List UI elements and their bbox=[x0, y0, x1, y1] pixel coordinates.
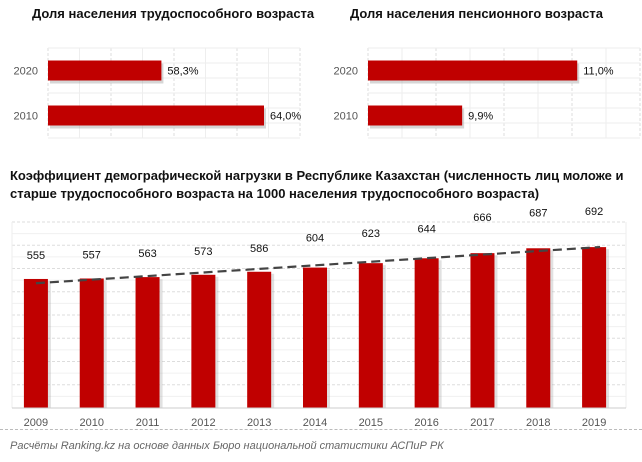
category-label: 2015 bbox=[359, 417, 383, 429]
category-label: 2016 bbox=[414, 417, 438, 429]
data-label: 64,0% bbox=[270, 111, 301, 123]
data-label: 58,3% bbox=[167, 66, 198, 78]
chart-title-working-age: Доля населения трудоспособного возраста bbox=[32, 6, 315, 21]
bar-2009 bbox=[23, 278, 48, 408]
category-label: 2018 bbox=[526, 417, 550, 429]
category-label: 2019 bbox=[582, 417, 606, 429]
category-label: 2017 bbox=[470, 417, 494, 429]
data-label: 573 bbox=[194, 246, 212, 258]
category-label: 2011 bbox=[136, 417, 160, 429]
bar-2020 bbox=[48, 60, 162, 81]
category-label: 2020 bbox=[14, 66, 38, 78]
bar-2012 bbox=[191, 274, 216, 408]
category-label: 2009 bbox=[24, 417, 48, 429]
chart-title-dependency-line2: старше трудоспособного возраста на 1000 … bbox=[10, 186, 540, 201]
bar-2013 bbox=[247, 271, 272, 408]
bar-2014 bbox=[303, 267, 327, 408]
bar-2011 bbox=[135, 277, 160, 408]
bar-2017 bbox=[470, 253, 495, 408]
data-label: 555 bbox=[27, 250, 45, 262]
chart-title-dependency-line1: Коэффициент демографической нагрузки в Р… bbox=[10, 168, 624, 183]
bar-2018 bbox=[526, 248, 551, 408]
data-label: 557 bbox=[83, 249, 101, 261]
category-label: 2010 bbox=[334, 111, 358, 123]
bar-2010 bbox=[368, 105, 463, 126]
bar-2010 bbox=[48, 105, 264, 126]
data-label: 604 bbox=[306, 233, 324, 245]
category-label: 2010 bbox=[14, 111, 38, 123]
data-label: 11,0% bbox=[583, 66, 614, 78]
data-label: 666 bbox=[473, 212, 491, 224]
trend-line bbox=[35, 245, 601, 285]
bar-2019 bbox=[582, 247, 607, 408]
category-label: 2020 bbox=[334, 66, 358, 78]
bar-2015 bbox=[358, 263, 383, 408]
category-label: 2012 bbox=[191, 417, 215, 429]
data-label: 692 bbox=[585, 206, 603, 218]
data-label: 563 bbox=[138, 248, 156, 260]
data-label: 644 bbox=[417, 223, 435, 235]
bar-2020 bbox=[368, 60, 578, 81]
category-label: 2013 bbox=[247, 417, 271, 429]
data-label: 586 bbox=[250, 243, 268, 255]
data-label: 623 bbox=[362, 228, 380, 240]
source-note: Расчёты Ranking.kz на основе данных Бюро… bbox=[10, 440, 444, 452]
chart-title-pension-age: Доля населения пенсионного возраста bbox=[350, 6, 603, 21]
bar-2010 bbox=[79, 278, 104, 408]
data-label: 687 bbox=[529, 207, 547, 219]
bar-2016 bbox=[414, 258, 439, 408]
category-label: 2010 bbox=[79, 417, 103, 429]
data-label: 9,9% bbox=[468, 111, 493, 123]
category-label: 2014 bbox=[303, 417, 327, 429]
divider bbox=[0, 429, 642, 430]
